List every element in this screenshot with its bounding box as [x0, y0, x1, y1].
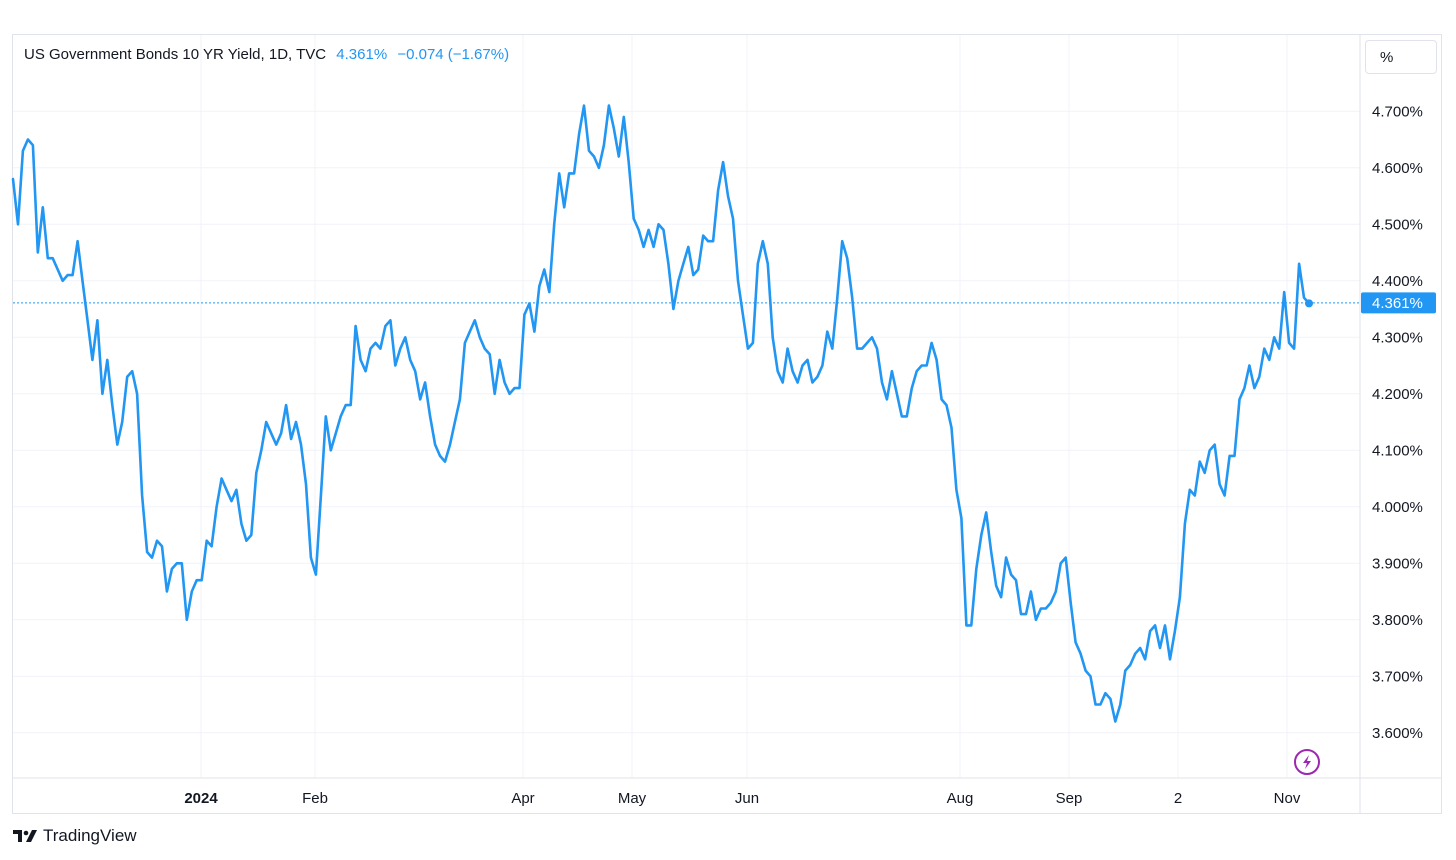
x-tick-label: Feb [302, 790, 328, 807]
x-tick-label: 2024 [184, 790, 218, 807]
chart-panel[interactable] [12, 34, 1442, 814]
series-line[interactable] [11, 104, 1311, 723]
x-tick-label: Jun [735, 790, 759, 807]
last-price-tag: 4.361% [1361, 292, 1436, 314]
x-tick-label: Aug [947, 790, 974, 807]
y-tick-label: 3.700% [1372, 668, 1423, 685]
brand-name: TradingView [43, 826, 137, 845]
y-tick-label: 4.700% [1372, 103, 1423, 120]
x-tick-label: Nov [1274, 790, 1301, 807]
x-tick-label: May [618, 790, 647, 807]
y-tick-label: 4.500% [1372, 216, 1423, 233]
chart-legend: US Government Bonds 10 YR Yield, 1D, TVC… [24, 46, 509, 63]
brand[interactable]: TradingView [13, 826, 137, 846]
x-tick-label: Apr [511, 790, 534, 807]
last-price-tag-label: 4.361% [1372, 295, 1423, 312]
y-tick-label: 4.400% [1372, 273, 1423, 290]
y-tick-label: 4.600% [1372, 160, 1423, 177]
unit-label: % [1380, 49, 1394, 66]
unit-toggle-button[interactable]: % [1365, 40, 1437, 74]
time-axis: 2024 Feb Apr May Jun Aug Sep 2 Nov [184, 790, 1301, 807]
y-tick-label: 4.200% [1372, 386, 1423, 403]
grid-lines [13, 35, 1360, 778]
x-tick-label: 2 [1174, 790, 1182, 807]
y-tick-label: 4.100% [1372, 442, 1423, 459]
symbol-title: US Government Bonds 10 YR Yield, 1D, TVC [24, 46, 327, 63]
price-axis: 4.700% 4.600% 4.500% 4.400% 4.300% 4.200% 4.10… [1372, 103, 1423, 742]
last-value: 4.361% [336, 46, 388, 63]
x-tick-label: Sep [1056, 790, 1083, 807]
y-tick-label: 4.300% [1372, 329, 1423, 346]
tradingview-logo-icon [13, 830, 37, 842]
change-value: −0.074 (−1.67%) [397, 46, 510, 63]
lightning-icon[interactable] [1294, 749, 1320, 775]
last-point-marker [1305, 299, 1313, 308]
y-tick-label: 3.800% [1372, 612, 1423, 629]
y-tick-label: 3.900% [1372, 555, 1423, 572]
y-tick-label: 3.600% [1372, 725, 1423, 742]
y-tick-label: 4.000% [1372, 499, 1423, 516]
